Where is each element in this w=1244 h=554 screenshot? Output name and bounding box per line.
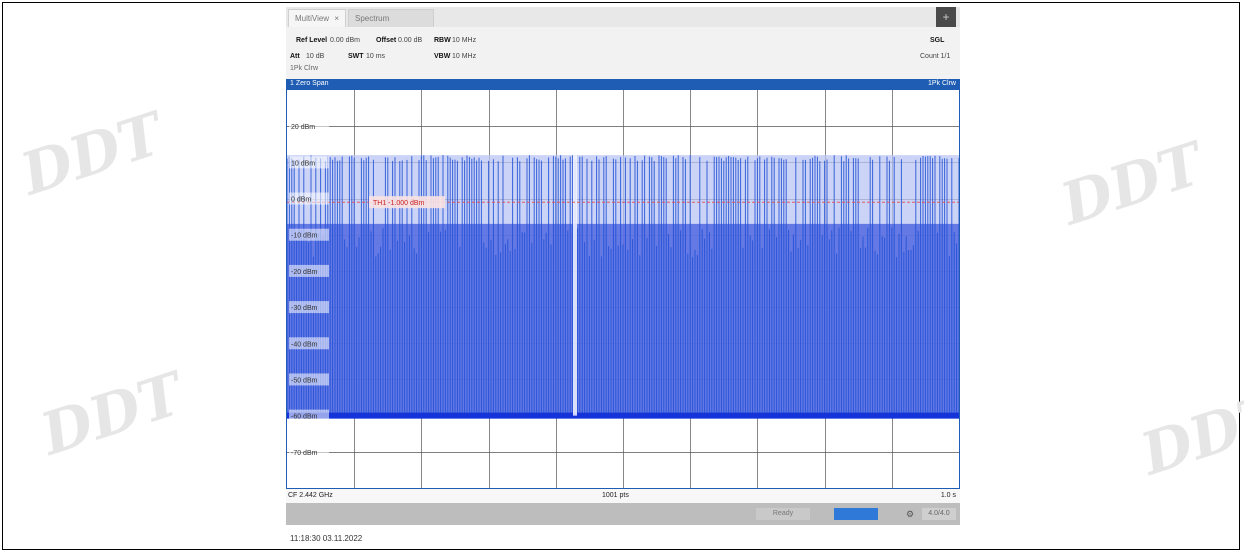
tab-spectrum[interactable]: Spectrum bbox=[348, 9, 434, 27]
vbw-value[interactable]: 10 MHz bbox=[452, 53, 477, 60]
rbw-value[interactable]: 10 MHz bbox=[452, 37, 477, 44]
status-bar: Ready ⚙ 4.0/4.0 bbox=[286, 503, 960, 525]
vbw-label: VBW bbox=[434, 53, 451, 60]
y-tick-label: 20 dBm bbox=[291, 124, 315, 131]
diagram-footer: CF 2.442 GHz 1001 pts 1.0 s bbox=[286, 489, 960, 504]
y-tick-label: -30 dBm bbox=[291, 305, 318, 312]
y-tick-label: -50 dBm bbox=[291, 377, 318, 384]
y-tick-label: 10 dBm bbox=[291, 160, 315, 167]
timestamp: 11:18:30 03.11.2022 bbox=[290, 534, 363, 543]
signal-gap bbox=[573, 155, 577, 416]
y-tick-label-bg bbox=[289, 264, 329, 277]
rbw-label: RBW bbox=[434, 37, 451, 44]
y-tick-label-bg bbox=[289, 301, 329, 314]
add-tab-button[interactable]: + bbox=[936, 7, 956, 27]
trace-indicator: 1Pk Clrw bbox=[927, 80, 956, 87]
y-tick-label-bg bbox=[289, 156, 329, 169]
att-value[interactable]: 10 dB bbox=[306, 53, 325, 60]
sweep-time: 1.0 s bbox=[940, 492, 956, 499]
tab-label: Spectrum bbox=[355, 14, 390, 23]
settings-icon[interactable]: ⚙ bbox=[905, 509, 915, 519]
threshold-label-box bbox=[369, 196, 445, 209]
tab-label: MultiView bbox=[295, 14, 330, 23]
y-tick-label-bg bbox=[289, 409, 329, 422]
y-tick-label: -10 dBm bbox=[291, 233, 318, 240]
y-tick-label: 0 dBm bbox=[291, 197, 311, 204]
offset-value[interactable]: 0.00 dB bbox=[398, 37, 423, 44]
sweep-mode[interactable]: SGL bbox=[930, 37, 945, 44]
noise-floor-band bbox=[287, 412, 959, 419]
y-tick-label-bg bbox=[289, 192, 329, 205]
att-label: Att bbox=[290, 53, 300, 60]
analyzer-window: MultiView × Spectrum + Ref Level 0.00 dB… bbox=[286, 7, 960, 525]
tab-multiview[interactable]: MultiView × bbox=[288, 9, 346, 27]
y-tick-label-bg bbox=[289, 228, 329, 241]
y-tick-label: -70 dBm bbox=[291, 450, 318, 457]
sweep-count: Count 1/1 bbox=[920, 53, 951, 60]
sweep-points: 1001 pts bbox=[602, 492, 629, 499]
chart-svg: TH1 -1.000 dBm 20 dBm 10 dBm 0 dBm -10 dBm -2… bbox=[287, 90, 959, 488]
diagram-title-bar: 1 Zero Span 1Pk Clrw bbox=[286, 79, 960, 89]
diagram-title: 1 Zero Span bbox=[290, 80, 329, 87]
measure-progress-indicator bbox=[834, 508, 878, 520]
y-tick-label-bg bbox=[289, 120, 329, 133]
y-tick-label-bg bbox=[289, 373, 329, 386]
tab-close-icon[interactable]: × bbox=[334, 14, 339, 23]
threshold-label: TH1 -1.000 dBm bbox=[373, 200, 425, 207]
y-tick-label: -20 dBm bbox=[291, 269, 318, 276]
status-readout: 4.0/4.0 bbox=[922, 508, 956, 520]
ref-level-value[interactable]: 0.00 dBm bbox=[330, 37, 360, 44]
parameter-bar: Ref Level 0.00 dBm Offset 0.00 dB RBW 10… bbox=[286, 29, 960, 79]
ref-level-label: Ref Level bbox=[296, 37, 328, 44]
center-frequency: CF 2.442 GHz bbox=[288, 492, 333, 499]
y-tick-label-bg bbox=[289, 337, 329, 350]
swt-label: SWT bbox=[348, 53, 364, 60]
y-tick-label-bg bbox=[289, 445, 329, 458]
y-tick-label: -40 dBm bbox=[291, 341, 318, 348]
ready-indicator: Ready bbox=[756, 508, 810, 520]
trace-mode: 1Pk Clrw bbox=[290, 65, 319, 72]
offset-label: Offset bbox=[376, 37, 397, 44]
zero-span-plot[interactable]: TH1 -1.000 dBm 20 dBm 10 dBm 0 dBm -10 dBm -2… bbox=[286, 89, 960, 489]
swt-value[interactable]: 10 ms bbox=[366, 53, 386, 60]
signal-pulses bbox=[287, 155, 959, 418]
tab-bar: MultiView × Spectrum + bbox=[286, 7, 960, 27]
y-tick-label: -60 dBm bbox=[291, 414, 318, 421]
